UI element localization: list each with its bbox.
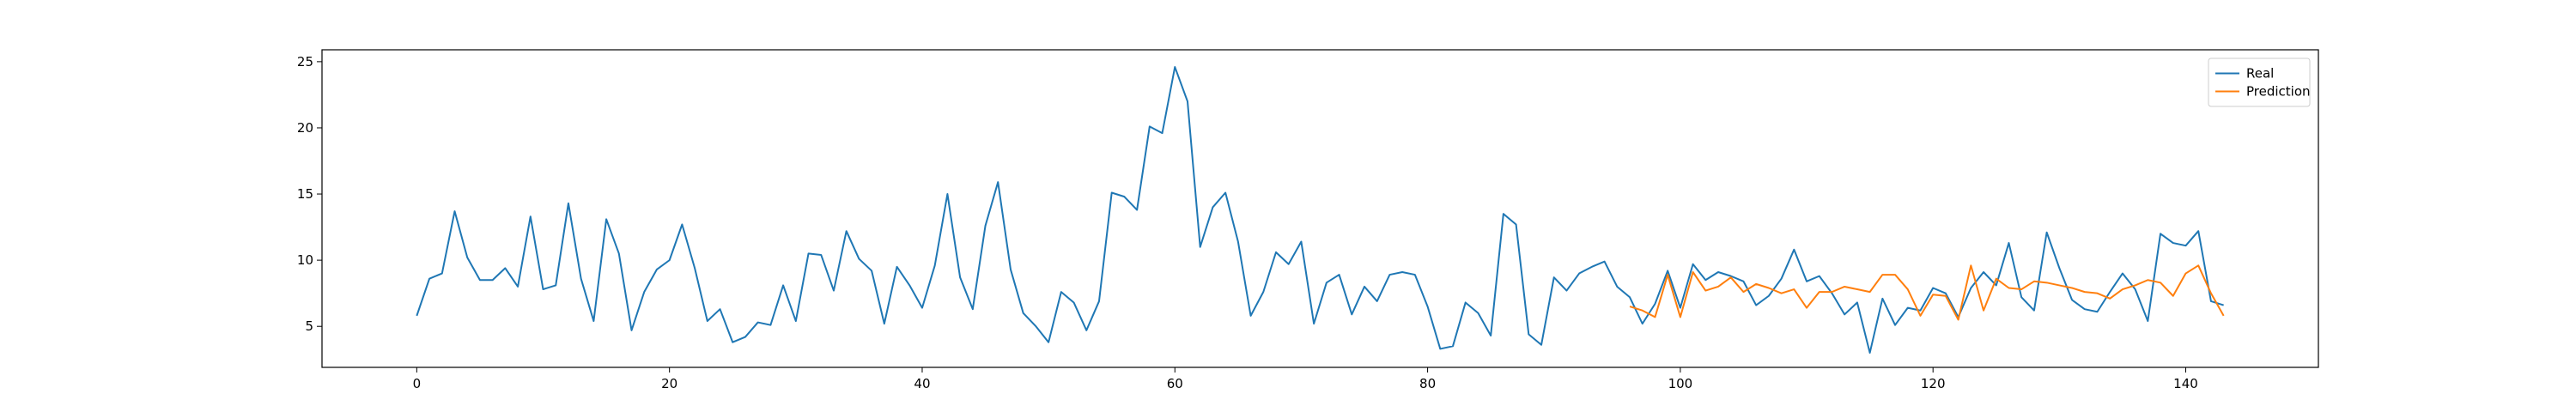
x-tick-label: 40	[914, 376, 930, 391]
legend-label: Prediction	[2246, 84, 2311, 100]
legend-label: Real	[2246, 66, 2274, 82]
series-line-1	[1629, 264, 2225, 321]
x-axis: 0 20 40 60 80 100 120 140	[413, 367, 2198, 391]
series-layer	[416, 66, 2225, 354]
y-tick-label: 20	[297, 120, 313, 136]
x-tick-label: 140	[2173, 376, 2198, 391]
y-axis: 5 10 15 20 25	[297, 54, 322, 334]
x-tick-label: 120	[1921, 376, 1946, 391]
x-tick-label: 20	[661, 376, 677, 391]
x-tick-label: 80	[1419, 376, 1436, 391]
y-tick-label: 25	[297, 54, 313, 70]
x-tick-label: 100	[1668, 376, 1693, 391]
y-tick-label: 5	[305, 318, 313, 334]
y-tick-label: 15	[297, 186, 313, 202]
legend-box	[2208, 58, 2311, 107]
y-tick-label: 10	[297, 252, 313, 268]
plot-area	[321, 49, 2319, 368]
x-tick-label: 60	[1167, 376, 1183, 391]
legend: Real Prediction	[2208, 58, 2311, 107]
x-tick-label: 0	[413, 376, 422, 391]
series-line-0	[416, 66, 2224, 354]
